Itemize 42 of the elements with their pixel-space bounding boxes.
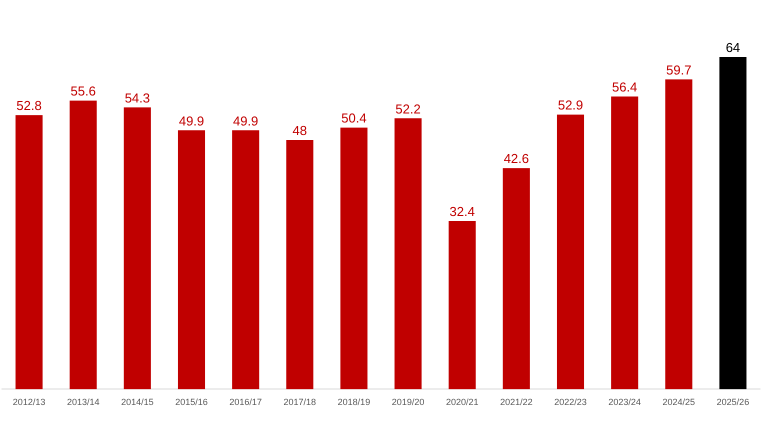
x-tick-label: 2019/20 <box>392 397 424 408</box>
data-label: 48 <box>292 123 308 138</box>
bar <box>448 221 476 390</box>
data-label: 52.8 <box>16 98 42 114</box>
x-tick-label: 2023/24 <box>608 397 641 408</box>
bar <box>16 115 43 390</box>
data-label: 52.9 <box>558 98 584 113</box>
bar <box>340 128 368 390</box>
x-tick-label: 2015/16 <box>175 397 208 408</box>
x-tick-label: 2013/14 <box>66 397 100 408</box>
data-label: 54.3 <box>124 90 150 106</box>
data-label: 55.6 <box>70 84 96 99</box>
bar <box>665 79 692 390</box>
x-tick-label: 2021/22 <box>500 397 533 408</box>
bar <box>124 107 151 390</box>
x-tick-label: 2018/19 <box>338 397 370 408</box>
x-tick-label: 2017/18 <box>284 397 316 408</box>
bar <box>502 168 530 390</box>
x-tick-label: 2014/15 <box>121 397 154 408</box>
data-label: 42.6 <box>504 151 530 166</box>
bar <box>611 96 638 390</box>
data-label: 49.9 <box>232 113 258 128</box>
data-label: 64 <box>726 40 740 56</box>
x-tick-label: 2022/23 <box>554 397 587 408</box>
data-label: 59.7 <box>666 62 692 78</box>
x-tick-label: 2012/13 <box>12 397 46 408</box>
data-label: 50.4 <box>341 110 367 126</box>
data-label: 32.4 <box>450 204 475 220</box>
x-tick-label: 2025/26 <box>716 397 750 408</box>
x-tick-label: 2024/25 <box>662 397 696 408</box>
x-tick-label: 2016/17 <box>229 397 262 408</box>
bar <box>286 140 314 390</box>
bar <box>232 130 260 390</box>
bar <box>70 100 97 390</box>
data-label: 49.9 <box>178 113 204 128</box>
x-tick-label: 2020/21 <box>446 397 478 408</box>
data-label: 56.4 <box>612 80 638 95</box>
bar <box>394 118 422 390</box>
bar <box>178 130 206 390</box>
bar <box>719 57 746 390</box>
bar <box>556 114 584 390</box>
data-label: 52.2 <box>395 101 421 116</box>
